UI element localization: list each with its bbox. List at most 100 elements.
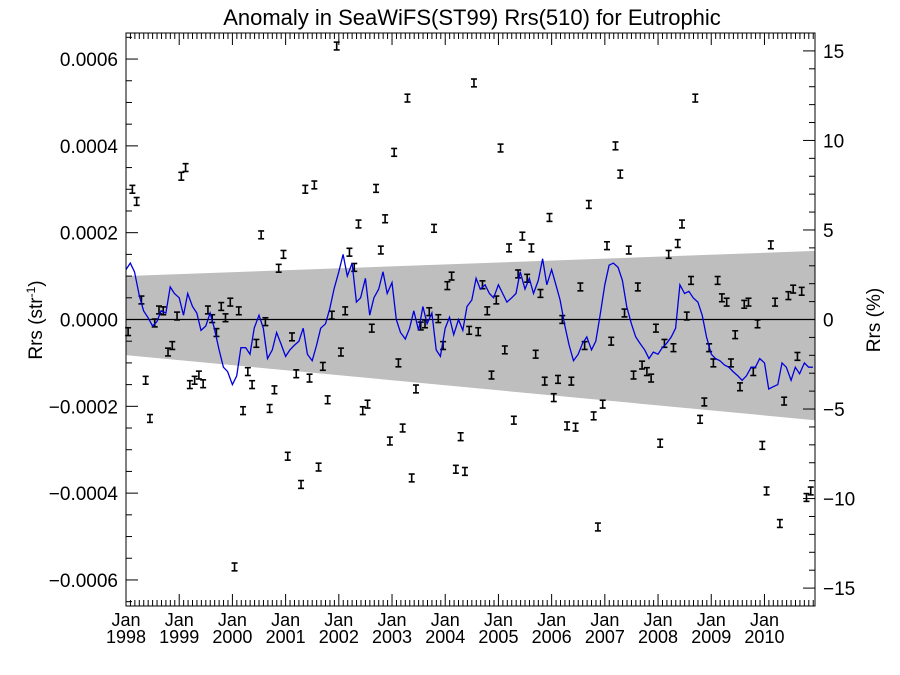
- x-tick-label-year: 2010: [744, 627, 784, 647]
- error-bar-point: [572, 422, 579, 432]
- error-bar-point: [155, 305, 162, 315]
- y-axis-label-left: Rrs (str-1): [24, 280, 47, 359]
- y-axis-label-right: Rrs (%): [864, 288, 885, 352]
- x-tick-label-month: Jan: [750, 610, 779, 630]
- y-tick-label-right: 10: [823, 131, 844, 152]
- error-bar-point: [412, 384, 419, 394]
- error-bar-point: [258, 230, 265, 240]
- error-bar-point: [754, 319, 761, 329]
- error-bar-point: [599, 399, 606, 409]
- error-bar-point: [772, 297, 779, 307]
- right-y-ticks: 15 10 5 0 −5 −10 −15: [803, 32, 855, 607]
- x-tick-label-month: Jan: [218, 610, 247, 630]
- error-bar-point: [146, 413, 153, 424]
- error-bar-point: [253, 338, 260, 349]
- x-tick-label-month: Jan: [378, 610, 407, 630]
- error-bar-point: [160, 306, 167, 316]
- x-tick-label-year: 2002: [319, 627, 359, 647]
- error-bar-point: [736, 382, 743, 392]
- error-bar-point: [621, 308, 628, 318]
- error-bar-point: [302, 184, 309, 194]
- error-bar-point: [785, 290, 792, 301]
- error-bar-point: [364, 399, 371, 409]
- error-bar-point: [741, 299, 748, 310]
- error-bar-point: [435, 313, 442, 324]
- chart-title: Anomaly in SeaWiFS(ST99) Rrs(510) for Eu…: [223, 5, 721, 30]
- error-bar-point: [386, 436, 393, 446]
- x-tick-label-month: Jan: [111, 610, 140, 630]
- error-bar-point: [781, 396, 788, 406]
- error-bar-point: [182, 162, 189, 173]
- error-bar-point: [377, 245, 384, 255]
- y-tick-label-left: 0.0002: [60, 224, 118, 245]
- error-bar-point: [732, 329, 739, 340]
- error-bar-point: [342, 306, 349, 316]
- error-bar-point: [271, 385, 278, 395]
- x-tick-label-year: 2003: [372, 627, 412, 647]
- y-tick-label-left: −0.0002: [49, 397, 118, 418]
- error-bar-point: [200, 379, 207, 389]
- error-bar-point: [532, 349, 539, 359]
- error-bar-point: [794, 351, 801, 362]
- error-bar-point: [298, 479, 305, 490]
- x-tick-label-month: Jan: [590, 610, 619, 630]
- error-bar-point: [240, 405, 247, 416]
- error-bar-point: [723, 297, 730, 307]
- error-bar-point: [319, 361, 326, 372]
- error-bar-point: [528, 243, 535, 253]
- x-tick-label-year: 2009: [691, 627, 731, 647]
- error-bar-point: [585, 199, 592, 210]
- smoothed-anomaly-line: [125, 254, 813, 390]
- error-bar-point: [643, 366, 650, 377]
- left-y-ticks: 0.0006 0.0004 0.0002 0.0000 −0.0002 −0.0004 −0…: [49, 36, 138, 603]
- error-bar-point: [262, 316, 269, 327]
- error-bar-point: [408, 473, 415, 483]
- x-tick-label-year: 2006: [532, 627, 572, 647]
- error-bar-point: [683, 311, 690, 321]
- y-tick-label-left: 0.0004: [60, 137, 119, 158]
- error-bar-point: [222, 313, 229, 323]
- error-bar-point: [346, 247, 353, 257]
- error-bar-point: [603, 240, 610, 251]
- error-bar-point: [617, 169, 624, 179]
- error-bar-point: [227, 297, 234, 307]
- y-tick-label-left: 0.0000: [60, 311, 118, 332]
- error-bar-point: [231, 562, 238, 572]
- y-axis-label-left-text: Rrs (str: [26, 297, 47, 360]
- y-tick-label-left: −0.0006: [49, 571, 118, 592]
- error-bar-point: [510, 415, 517, 425]
- x-tick-label-month: Jan: [697, 610, 726, 630]
- error-bar-point: [178, 171, 185, 181]
- error-bar-point: [581, 340, 588, 351]
- error-bar-point: [382, 214, 389, 224]
- error-bar-point: [275, 263, 282, 273]
- error-bar-point: [186, 379, 193, 390]
- error-bar-point: [391, 147, 398, 158]
- error-bar-point: [594, 522, 601, 532]
- error-bar-point: [670, 343, 677, 353]
- error-bar-point: [165, 347, 172, 357]
- error-bar-point: [541, 376, 548, 386]
- x-tick-label-month: Jan: [271, 610, 300, 630]
- error-bar-point: [519, 231, 526, 241]
- error-bar-point: [174, 311, 181, 321]
- error-bar-point: [169, 340, 176, 351]
- x-tick-label-year: 2000: [212, 627, 252, 647]
- error-bar-point: [652, 323, 659, 333]
- error-bar-point: [457, 431, 464, 442]
- error-bar-point: [404, 93, 411, 103]
- x-tick-label-month: Jan: [644, 610, 673, 630]
- x-tick-label-year: 1998: [106, 627, 146, 647]
- error-bar-point: [665, 249, 672, 260]
- error-bar-point: [218, 301, 225, 312]
- error-bar-point: [395, 358, 402, 368]
- y-tick-label-left: −0.0004: [49, 484, 119, 505]
- error-bar-point: [448, 271, 455, 281]
- error-bar-point: [718, 293, 725, 303]
- x-tick-label-month: Jan: [431, 610, 460, 630]
- error-bar-point: [501, 345, 508, 355]
- error-bar-point: [359, 405, 366, 416]
- error-bar-point: [444, 280, 451, 291]
- y-tick-label-right: 5: [823, 221, 834, 242]
- error-bar-point: [266, 403, 273, 414]
